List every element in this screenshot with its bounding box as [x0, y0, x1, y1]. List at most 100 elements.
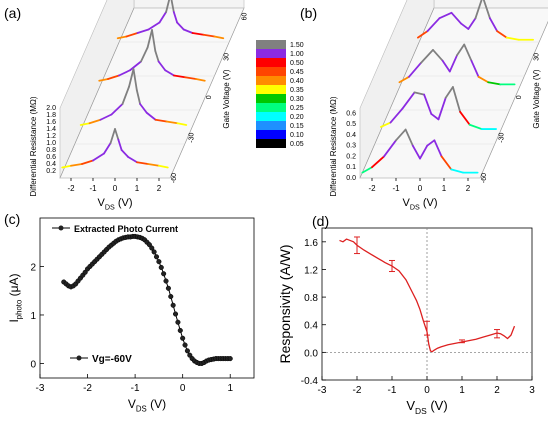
series-segment	[118, 69, 131, 77]
colorbar-label: 0.45	[290, 69, 304, 76]
back-wall	[133, 0, 245, 9]
series-segment	[88, 118, 102, 125]
data-point	[182, 342, 188, 348]
series-segment	[92, 152, 105, 162]
series-segment	[389, 107, 404, 124]
series-segment	[448, 54, 458, 73]
colorbar-label: 0.15	[290, 123, 304, 130]
series-segment	[444, 86, 454, 99]
colorbar-swatch	[256, 40, 286, 49]
series-segment	[125, 32, 139, 38]
series-segment	[195, 78, 206, 82]
panel-a-label: (a)	[4, 5, 21, 21]
series-segment	[371, 155, 385, 169]
series-segment	[140, 46, 149, 63]
y-tick-label: 1.6	[304, 238, 318, 249]
x-tick-label: -3	[36, 383, 45, 394]
series-segment	[164, 69, 175, 77]
series-segment	[413, 91, 426, 96]
x-tick-label: -3	[318, 385, 327, 396]
data-point	[168, 293, 174, 300]
series-segment	[398, 75, 410, 84]
colorbar-swatch	[256, 94, 286, 103]
series-segment	[468, 123, 483, 130]
x-tick-label: 2	[157, 184, 162, 193]
z-axis-label: Differential Resistance (MΩ)	[329, 96, 338, 196]
x-tick-label: 0	[180, 383, 186, 394]
colorbar-swatch	[256, 103, 286, 112]
series-segment	[191, 32, 205, 36]
series-segment	[136, 28, 150, 34]
x-tick-label: -1	[131, 383, 140, 394]
y-tick-label: 1.2	[304, 265, 318, 276]
gate-tick-label: 30	[534, 53, 541, 61]
panel-c-label: (c)	[4, 211, 20, 227]
series-segment	[487, 81, 502, 86]
z-tick-label: 0.0	[346, 175, 356, 182]
series-segment	[117, 138, 123, 151]
gate-tick-label: 60	[241, 13, 248, 21]
series-segment	[432, 49, 444, 62]
data-point	[149, 245, 155, 251]
data-point	[146, 242, 152, 248]
gate-tick-label: 0	[206, 95, 213, 99]
panel-a: (a) -2 -1 0 1 2 VDS (V) 60 30 0 -30 -60 Gate Voltag…	[4, 0, 248, 211]
colorbar-label: 0.35	[290, 87, 304, 94]
y-tick-label: 1	[30, 311, 36, 322]
series-segment	[482, 0, 491, 20]
data-point	[161, 271, 167, 277]
colorbar-label: 0.20	[290, 114, 304, 121]
series-segment	[170, 0, 175, 13]
x-tick-label: 0	[424, 385, 430, 396]
z-tick-label: 0.5	[346, 121, 356, 128]
colorbar-swatch	[256, 85, 286, 94]
series-segment	[110, 103, 124, 116]
y-axis-label: Responsivity (A/W)	[277, 244, 293, 363]
series-segment	[157, 60, 167, 72]
series-segment	[416, 30, 429, 39]
series-segment	[202, 33, 216, 38]
series-segment	[440, 155, 453, 171]
colorbar: 1.50 1.00 0.50 0.45 0.40 0.35 0.30 0.25 0.20 0.15…	[256, 40, 304, 148]
x-tick-label: 0	[418, 184, 423, 193]
colorbar-swatch	[256, 49, 286, 58]
y-tick-label: 0.0	[304, 348, 318, 359]
z-tick-label: 1.0	[46, 140, 56, 147]
colorbar-label: 0.10	[290, 132, 304, 139]
series-segment	[98, 78, 109, 82]
colorbar-label: 0.50	[290, 60, 304, 67]
series-segment	[404, 128, 414, 147]
colorbar-label: 0.40	[290, 78, 304, 85]
colorbar-swatch	[256, 139, 286, 148]
x-tick-label: 1	[459, 385, 465, 396]
y-tick-label: 0.4	[304, 321, 318, 332]
series-segment	[129, 60, 142, 72]
data-point	[158, 264, 164, 271]
z-tick-label: 0.8	[46, 147, 56, 154]
colorbar-label: 1.00	[290, 51, 304, 58]
panel-c: (c) -3 -2 -1 0 1 0 1 2 VDS (V) Iphoto (μA) Extract…	[4, 211, 255, 414]
series-segment	[213, 35, 225, 40]
series-segment	[496, 30, 508, 39]
series-segment	[451, 86, 462, 113]
series-segment	[154, 50, 160, 63]
x-tick-label: 0	[113, 184, 118, 193]
series-segment	[361, 166, 373, 174]
legend-marker	[58, 225, 64, 231]
series-segment	[121, 85, 131, 105]
colorbar-swatch	[256, 76, 286, 85]
x-axis-label: VDS (V)	[98, 197, 133, 211]
colorbar-label: 1.50	[290, 42, 304, 49]
data-point	[165, 285, 171, 291]
colorbar-label: 0.30	[290, 96, 304, 103]
annotation-text: Vg=-60V	[92, 354, 132, 365]
series-segment	[151, 29, 157, 52]
x-tick-label: 3	[529, 385, 535, 396]
series-segment	[127, 156, 138, 164]
z-tick-label: 0.6	[46, 154, 56, 161]
z-tick-label: 1.4	[46, 126, 56, 133]
gate-tick-label: -60	[171, 173, 178, 183]
panel-b-label: (b)	[300, 5, 317, 21]
series-segment	[128, 68, 135, 88]
